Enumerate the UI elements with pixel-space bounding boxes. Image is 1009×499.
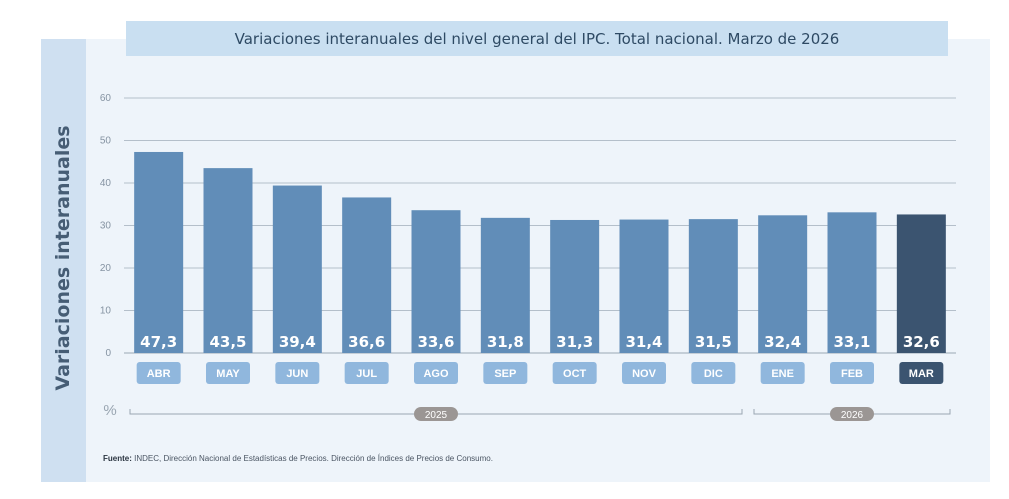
bar-may	[203, 168, 253, 353]
bar-ene	[758, 215, 808, 353]
data-label: 33,1	[833, 333, 870, 351]
x-tick-label: NOV	[632, 368, 657, 380]
data-label: 36,6	[348, 333, 385, 351]
category-box	[206, 362, 250, 384]
bar-oct	[550, 219, 600, 353]
source-text: INDEC, Dirección Nacional de Estadística…	[131, 454, 493, 463]
y-unit-label: %	[103, 402, 116, 419]
data-label: 39,4	[279, 333, 316, 351]
source-label: Fuente:	[103, 454, 132, 463]
category-box	[760, 362, 805, 384]
data-label: 31,5	[695, 333, 732, 351]
x-tick-label: OCT	[563, 368, 587, 380]
x-tick-label: MAR	[909, 368, 934, 380]
x-tick-label: JUL	[356, 368, 377, 380]
category-box	[414, 362, 458, 384]
category-box	[136, 362, 181, 384]
y-tick-label: 20	[100, 263, 112, 274]
source-note: Fuente: INDEC, Dirección Nacional de Est…	[103, 454, 493, 463]
x-tick-label: ABR	[147, 368, 171, 380]
category-box	[483, 362, 528, 384]
x-tick-label: ENE	[771, 368, 794, 380]
bar-nov	[619, 219, 669, 353]
y-tick-label: 30	[100, 221, 112, 232]
category-box	[344, 362, 389, 384]
data-label: 31,8	[487, 333, 524, 351]
data-label: 32,6	[903, 333, 940, 351]
bar-jul	[342, 197, 392, 353]
bar-mar	[896, 214, 946, 353]
bar-dic	[688, 219, 738, 353]
y-tick-label: 0	[105, 348, 111, 359]
bar-feb	[827, 212, 877, 353]
chart-title-box: Variaciones interanuales del nivel gener…	[126, 21, 948, 56]
year-pill	[830, 407, 874, 421]
category-box	[691, 362, 736, 384]
data-label: 47,3	[140, 333, 177, 351]
x-tick-label: MAY	[216, 368, 240, 380]
x-tick-label: DIC	[704, 368, 723, 380]
year-label: 2025	[425, 410, 448, 421]
data-label: 31,4	[625, 333, 662, 351]
category-box	[622, 362, 666, 384]
year-pill	[414, 407, 458, 421]
bar-sep	[480, 217, 530, 353]
category-box	[899, 362, 944, 384]
side-band	[41, 39, 86, 482]
category-box	[830, 362, 874, 384]
data-label: 32,4	[764, 333, 801, 351]
y-tick-label: 50	[100, 136, 112, 147]
y-tick-label: 60	[100, 93, 112, 104]
y-tick-label: 40	[100, 178, 112, 189]
y-tick-label: 10	[100, 306, 112, 317]
data-label: 43,5	[209, 333, 246, 351]
category-box	[275, 362, 320, 384]
category-box	[552, 362, 597, 384]
x-tick-label: SEP	[494, 368, 516, 380]
bar-ago	[411, 210, 461, 353]
year-label: 2026	[841, 410, 864, 421]
chart-title: Variaciones interanuales del nivel gener…	[234, 29, 840, 48]
data-label: 33,6	[417, 333, 454, 351]
x-tick-label: AGO	[423, 368, 449, 380]
x-tick-label: JUN	[286, 368, 308, 380]
x-tick-label: FEB	[841, 368, 863, 380]
bar-jun	[272, 185, 322, 353]
bar-abr	[134, 151, 184, 353]
data-label: 31,3	[556, 333, 593, 351]
